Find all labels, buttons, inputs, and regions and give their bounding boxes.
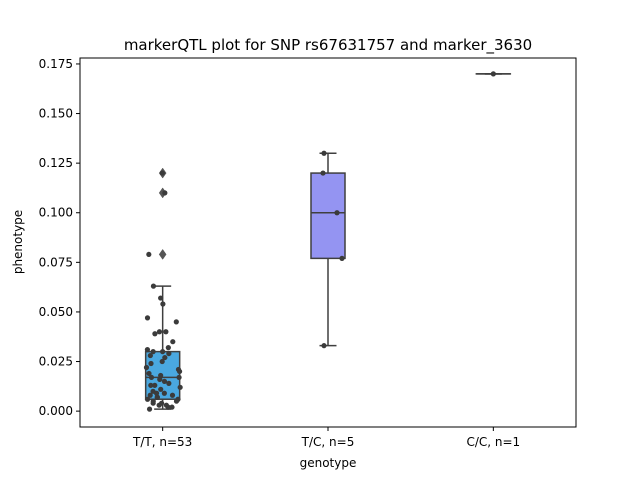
- data-point: [166, 350, 172, 357]
- data-point: [156, 329, 163, 335]
- data-point: [146, 406, 153, 412]
- y-axis: 0.000 0.025 0.050 0.075 0.100 0.125 0.150 0.175: [39, 57, 80, 418]
- data-point: [339, 255, 345, 261]
- data-point: [157, 376, 163, 382]
- y-tick-label: 0.075: [39, 255, 73, 269]
- plot-area: [143, 71, 512, 412]
- x-axis-label: genotype: [300, 456, 357, 470]
- data-point: [148, 360, 154, 367]
- data-point: [490, 71, 496, 77]
- data-point: [161, 390, 167, 396]
- data-point: [170, 339, 176, 345]
- strip-points-2: [320, 150, 345, 349]
- data-point: [162, 190, 168, 196]
- y-tick-label: 0.050: [39, 305, 73, 319]
- data-point: [147, 392, 153, 398]
- y-tick-label: 0.025: [39, 355, 73, 369]
- data-point: [165, 345, 171, 351]
- data-point: [148, 374, 155, 381]
- data-point: [154, 394, 160, 400]
- y-tick-label: 0.125: [39, 156, 73, 170]
- data-point: [159, 170, 165, 176]
- data-point: [321, 343, 327, 349]
- y-tick-label: 0.000: [39, 404, 73, 418]
- strip-points-1: [143, 170, 183, 412]
- box-body: [310, 172, 346, 260]
- data-point: [320, 170, 326, 176]
- data-point: [144, 315, 151, 321]
- strip-points-3: [490, 71, 496, 77]
- x-tick-label: C/C, n=1: [466, 435, 520, 449]
- data-point: [153, 390, 160, 396]
- data-point: [152, 382, 158, 388]
- data-point: [150, 400, 156, 406]
- data-point: [150, 283, 157, 289]
- data-point: [321, 150, 327, 156]
- data-point: [166, 380, 172, 386]
- data-point: [334, 210, 340, 216]
- data-point: [146, 370, 152, 377]
- data-point: [158, 295, 164, 301]
- data-point: [161, 378, 168, 384]
- y-tick-label: 0.175: [39, 57, 73, 71]
- data-point: [158, 372, 164, 379]
- data-point: [156, 402, 162, 408]
- x-axis: T/T, n=53 T/C, n=5 C/C, n=1: [132, 427, 520, 449]
- data-point: [150, 349, 156, 355]
- data-point: [160, 349, 166, 355]
- y-tick-label: 0.150: [39, 107, 73, 121]
- data-point: [169, 392, 176, 398]
- data-point: [162, 354, 168, 361]
- data-point: [147, 352, 153, 359]
- data-point: [177, 384, 183, 390]
- data-point: [176, 368, 183, 375]
- data-point: [176, 374, 182, 381]
- data-point: [169, 404, 175, 410]
- data-point: [173, 398, 180, 404]
- data-point: [144, 347, 151, 353]
- chart-title: markerQTL plot for SNP rs67631757 and ma…: [124, 36, 532, 55]
- x-tick-label: T/C, n=5: [301, 435, 355, 449]
- x-tick-label: T/T, n=53: [132, 435, 192, 449]
- box-2: [310, 152, 346, 347]
- data-point: [160, 301, 166, 307]
- data-point: [173, 319, 179, 325]
- data-point: [146, 251, 152, 258]
- data-point: [152, 331, 158, 337]
- axes-frame: [79, 57, 577, 428]
- data-point: [158, 386, 164, 392]
- data-point: [144, 396, 151, 402]
- data-point: [143, 364, 150, 371]
- data-point: [165, 404, 171, 410]
- data-point: [163, 329, 169, 335]
- data-point: [148, 382, 154, 388]
- y-tick-label: 0.100: [39, 206, 73, 220]
- data-point: [159, 358, 165, 365]
- y-axis-label: phenotype: [11, 210, 25, 274]
- outlier-marker: [158, 248, 167, 260]
